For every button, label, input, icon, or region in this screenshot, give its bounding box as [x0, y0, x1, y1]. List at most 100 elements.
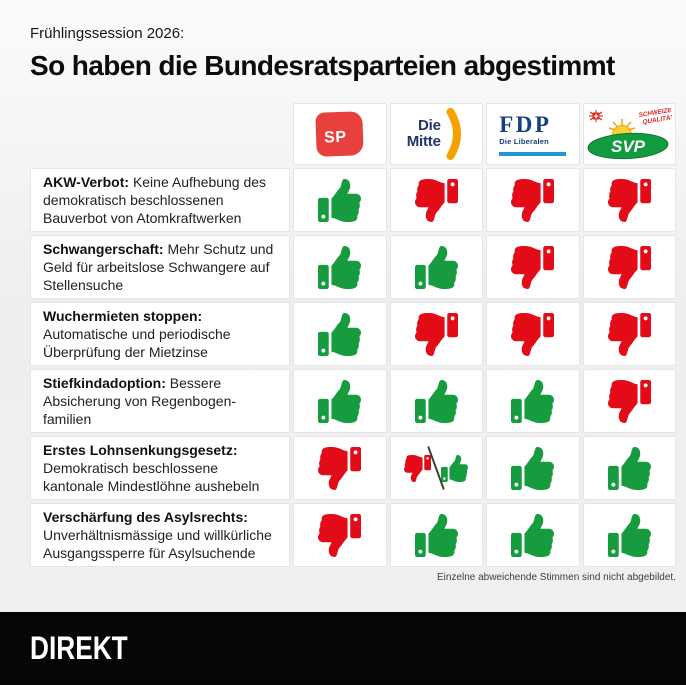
topic-text: Stiefkindadoption: Bessere Absicherung v… — [43, 374, 281, 429]
fdp-logo-subtitle: Die Liberalen — [499, 136, 549, 146]
vote-cell-svp — [582, 235, 676, 299]
thumbs-up-icon — [441, 454, 469, 482]
mitte-arc-icon — [446, 108, 461, 160]
vote-cell-sp — [293, 369, 387, 433]
fdp-logo-icon: FDP Die Liberalen — [499, 111, 567, 156]
topic-description: Bessere Absicherung von Regenbogen-famil… — [43, 374, 237, 428]
topic-description: Keine Aufhebung des demokratisch beschlo… — [43, 173, 267, 227]
page-title: So haben die Bundesratsparteien abgestim… — [30, 50, 615, 81]
vote-table: SP Die Mitte FDP Die Liberalen — [30, 103, 676, 567]
thumbs-down-icon — [607, 178, 651, 222]
fdp-logo-label: FDP — [499, 111, 552, 137]
vote-cell-fdp — [486, 369, 580, 433]
vote-cell-svp — [582, 369, 676, 433]
vote-cell-svp — [582, 302, 676, 366]
topic-cell-stiefkindadoption: Stiefkindadoption: Bessere Absicherung v… — [30, 369, 290, 433]
header: Frühlingssession 2026: So haben die Bund… — [0, 0, 686, 83]
mitte-label-line1: Die — [418, 117, 441, 135]
topic-cell-asylrecht: Verschärfung des Asylsrechts: Unverhältn… — [30, 503, 290, 567]
vote-cell-fdp — [486, 168, 580, 232]
thumbs-down-icon — [318, 446, 362, 490]
thumbs-up-icon — [318, 245, 362, 289]
topic-description: Demokratisch beschlossene kantonale Mind… — [43, 459, 260, 495]
vote-cell-sp — [293, 168, 387, 232]
topic-description: Automatische und periodische Überprüfung… — [43, 325, 231, 361]
topic-term: Erstes Lohnsenkungsgesetz: — [43, 441, 238, 458]
thumbs-down-icon — [607, 245, 651, 289]
vote-cell-svp — [582, 503, 676, 567]
fdp-logo-bar — [499, 151, 567, 156]
topic-description: Mehr Schutz und Geld für arbeitslose Sch… — [43, 240, 274, 294]
topic-cell-wuchermieten: Wuchermieten stoppen: Automatische und p… — [30, 302, 290, 366]
svp-logo-label: SVP — [611, 137, 646, 156]
svp-logo-icon: SCHWEIZER QUALITÄT SVP — [587, 108, 672, 160]
topic-cell-lohnsenkungsgesetz: Erstes Lohnsenkungsgesetz: Demokratisch … — [30, 436, 290, 500]
footnote: Einzelne abweichende Stimmen sind nicht … — [436, 572, 676, 583]
party-logo-mitte: Die Mitte — [389, 103, 483, 165]
vote-cell-svp — [582, 436, 676, 500]
topic-text: Schwangerschaft: Mehr Schutz und Geld fü… — [43, 240, 281, 295]
topic-text: AKW-Verbot: Keine Aufhebung des demokrat… — [43, 173, 281, 228]
topic-term: Schwangerschaft: — [43, 240, 164, 257]
vote-cell-mitte — [389, 302, 483, 366]
topic-term: AKW-Verbot: — [43, 173, 130, 190]
topic-cell-schwangerschaft: Schwangerschaft: Mehr Schutz und Geld fü… — [30, 235, 290, 299]
thumbs-down-icon — [318, 513, 362, 557]
thumbs-down-icon — [414, 178, 458, 222]
vote-cell-mitte — [389, 235, 483, 299]
thumbs-up-icon — [607, 513, 651, 557]
thumbs-down-icon — [404, 454, 432, 482]
thumbs-up-icon — [511, 513, 555, 557]
topic-term: Wuchermieten stoppen: — [43, 307, 203, 324]
brand-bar: DIREKT — [0, 612, 686, 685]
vote-cell-mitte — [389, 168, 483, 232]
thumbs-up-icon — [414, 245, 458, 289]
thumbs-up-icon — [414, 513, 458, 557]
table-corner-spacer — [30, 103, 290, 165]
thumbs-up-icon — [511, 446, 555, 490]
vote-cell-fdp — [486, 302, 580, 366]
vote-cell-fdp — [486, 503, 580, 567]
svp-quality-line1: SCHWEIZER — [638, 108, 672, 119]
thumbs-up-icon — [511, 379, 555, 423]
thumbs-down-icon — [511, 178, 555, 222]
vote-cell-sp — [293, 235, 387, 299]
thumbs-down-icon — [414, 312, 458, 356]
vote-cell-fdp — [486, 436, 580, 500]
vote-cell-sp — [293, 503, 387, 567]
sp-logo-icon: SP — [315, 111, 365, 157]
session-label: Frühlingssession 2026: — [30, 25, 185, 42]
party-logo-fdp: FDP Die Liberalen — [486, 103, 580, 165]
thumbs-up-icon — [318, 312, 362, 356]
thumbs-up-icon — [607, 446, 651, 490]
topic-cell-akw-verbot: AKW-Verbot: Keine Aufhebung des demokrat… — [30, 168, 290, 232]
topic-term: Stiefkindadoption: — [43, 374, 166, 391]
thumbs-down-icon — [607, 312, 651, 356]
party-logo-svp: SCHWEIZER QUALITÄT SVP — [582, 103, 676, 165]
thumbs-down-icon — [511, 245, 555, 289]
topic-text: Erstes Lohnsenkungsgesetz: Demokratisch … — [43, 441, 281, 496]
vote-cell-sp — [293, 302, 387, 366]
thumbs-up-icon — [318, 379, 362, 423]
vote-cell-mitte — [389, 436, 483, 500]
topic-term: Verschärfung des Asylsrechts: — [43, 508, 248, 525]
vote-cell-sp — [293, 436, 387, 500]
vote-cell-mitte — [389, 503, 483, 567]
brand-logo: DIREKT — [30, 630, 128, 666]
thumbs-up-icon — [318, 178, 362, 222]
mitte-logo-label: Die Mitte — [407, 118, 441, 150]
topic-text: Wuchermieten stoppen: Automatische und p… — [43, 307, 281, 362]
vote-cell-fdp — [486, 235, 580, 299]
topic-description: Unverhältnismässige und willkürliche Aus… — [43, 526, 272, 562]
mitte-label-line2: Mitte — [406, 133, 441, 150]
sp-logo-label: SP — [324, 128, 347, 147]
thumbs-down-icon — [607, 379, 651, 423]
mitte-logo-icon: Die Mitte — [407, 108, 466, 160]
party-logo-sp: SP — [293, 103, 387, 165]
thumbs-up-icon — [414, 379, 458, 423]
topic-text: Verschärfung des Asylsrechts: Unverhältn… — [43, 508, 281, 563]
vote-cell-mitte — [389, 369, 483, 433]
vote-cell-svp — [582, 168, 676, 232]
thumbs-down-icon — [511, 312, 555, 356]
